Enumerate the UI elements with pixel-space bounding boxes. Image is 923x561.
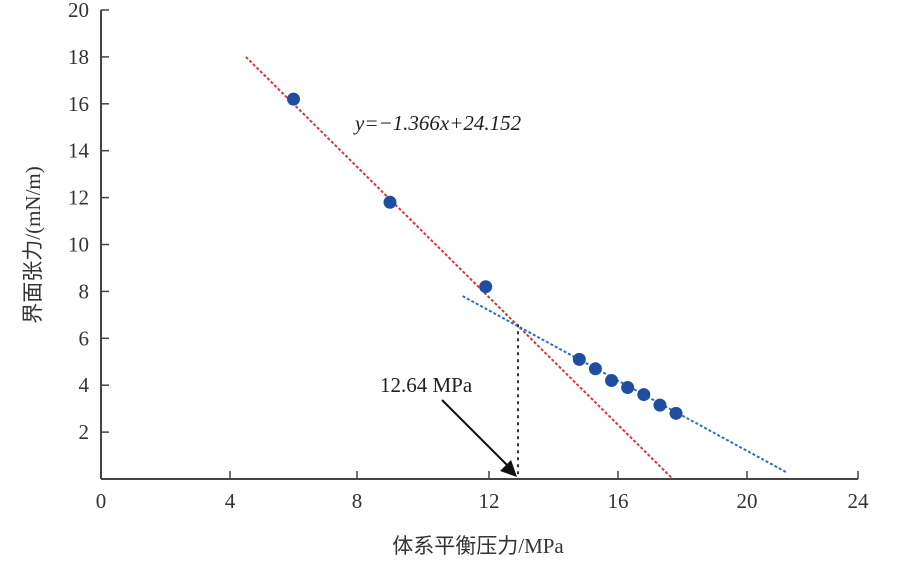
arrow-head-icon bbox=[500, 460, 518, 477]
y-tick-label: 12 bbox=[68, 186, 89, 210]
x-tick-label: 20 bbox=[737, 489, 758, 513]
data-point bbox=[605, 374, 619, 388]
data-points bbox=[287, 92, 683, 420]
data-point bbox=[637, 388, 651, 402]
data-point bbox=[287, 92, 300, 106]
x-tick-label: 4 bbox=[225, 489, 236, 513]
y-tick-label: 6 bbox=[79, 326, 90, 350]
data-point bbox=[479, 280, 493, 294]
y-tick-label: 14 bbox=[68, 139, 90, 163]
annotation-label: 12.64 MPa bbox=[380, 373, 473, 397]
y-tick-label: 20 bbox=[68, 0, 89, 22]
fit-line-red bbox=[245, 56, 674, 480]
data-point bbox=[653, 398, 667, 412]
x-tick-label: 12 bbox=[479, 489, 500, 513]
data-point bbox=[383, 195, 397, 209]
annotation bbox=[441, 324, 520, 479]
fit-line-blue bbox=[462, 295, 787, 473]
fit-equation: y=−1.366x+24.152 bbox=[353, 111, 522, 135]
y-axis-title: 界面张力/(mN/m) bbox=[21, 166, 45, 324]
x-tick-label: 0 bbox=[96, 489, 107, 513]
y-tick-label: 2 bbox=[79, 420, 90, 444]
y-tick-label: 10 bbox=[68, 233, 89, 257]
y-tick-label: 4 bbox=[79, 373, 90, 397]
data-point bbox=[621, 381, 635, 395]
data-point bbox=[572, 352, 586, 366]
arrow-shaft bbox=[441, 399, 509, 467]
y-tick-label: 8 bbox=[79, 279, 90, 303]
data-point bbox=[669, 406, 683, 420]
y-tick-label: 16 bbox=[68, 92, 89, 116]
fit-lines bbox=[245, 56, 787, 480]
data-point bbox=[588, 362, 602, 376]
x-tick-label: 8 bbox=[352, 489, 363, 513]
x-axis-title: 体系平衡压力/MPa bbox=[392, 534, 564, 558]
x-tick-label: 24 bbox=[848, 489, 870, 513]
x-tick-label: 16 bbox=[608, 489, 629, 513]
y-tick-label: 18 bbox=[68, 45, 89, 69]
